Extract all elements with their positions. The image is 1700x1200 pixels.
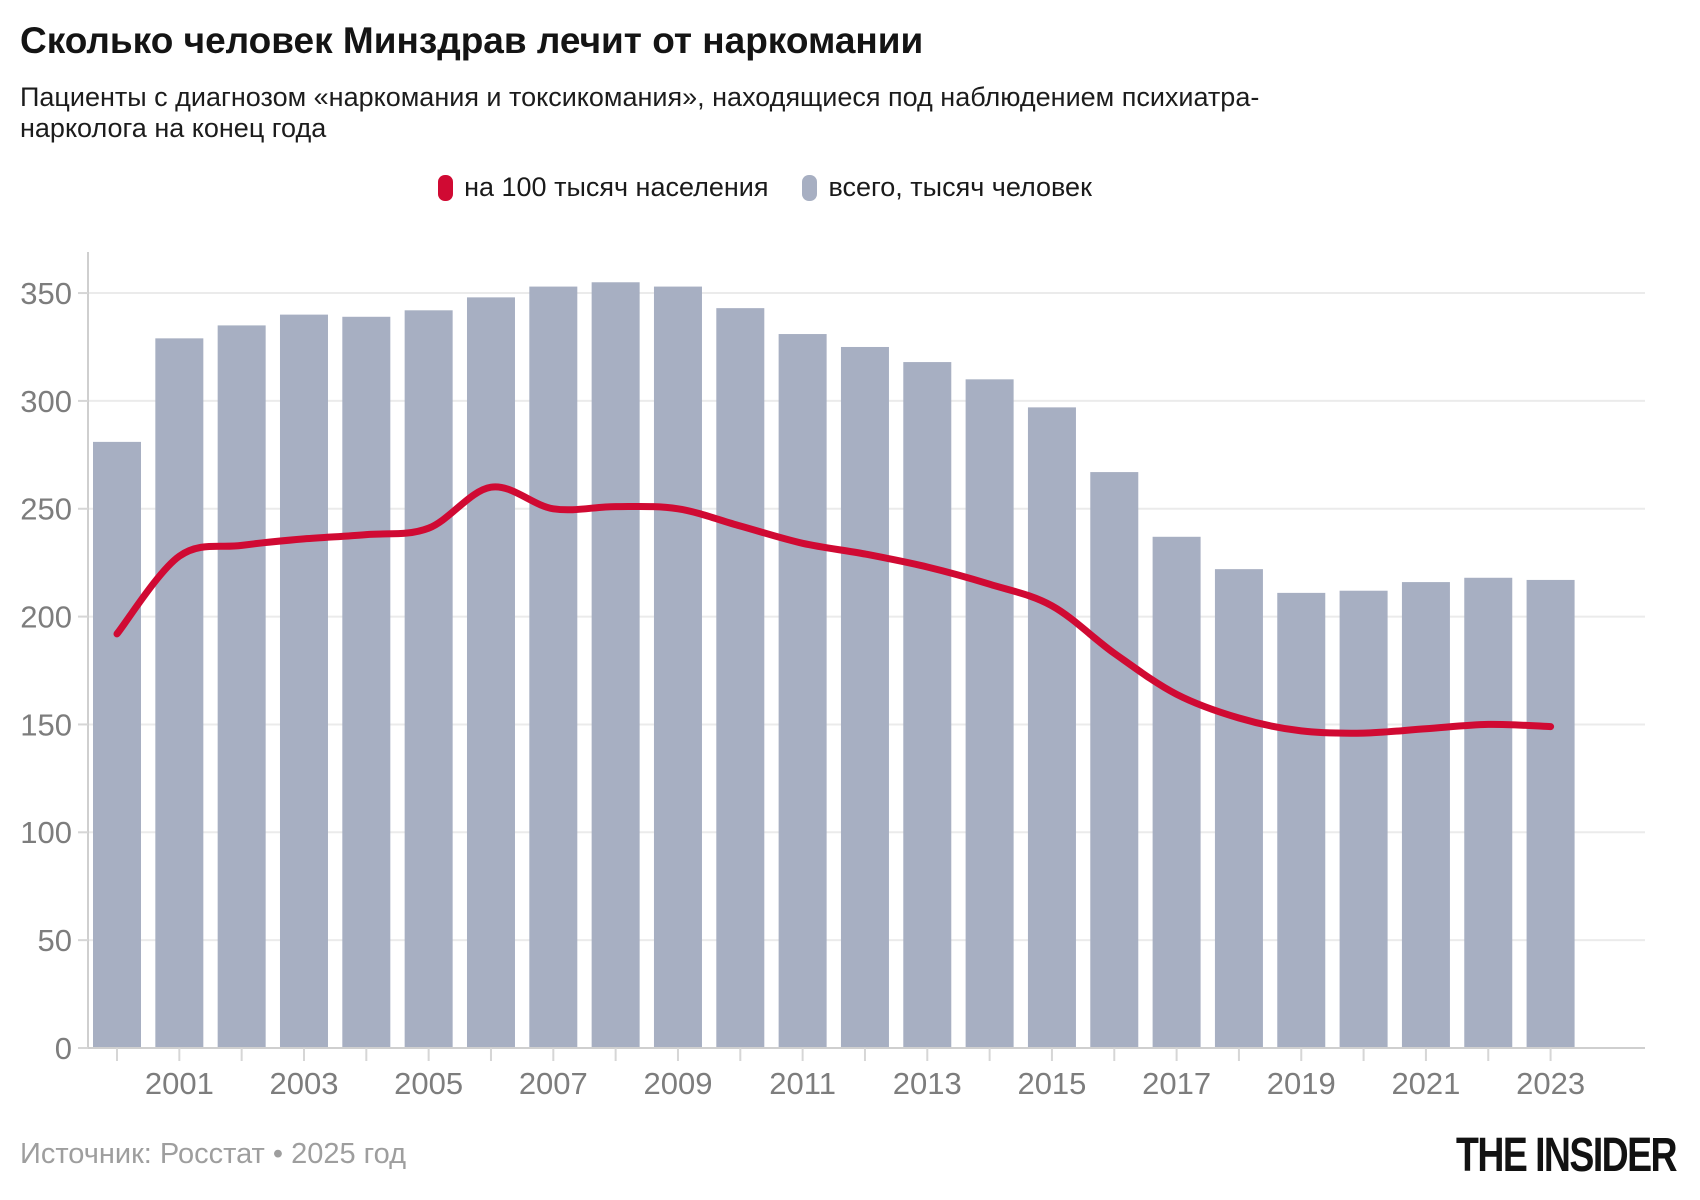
- bar-2006: [466, 297, 515, 1048]
- bar-series-marker-icon: [802, 174, 818, 201]
- bar-2023: [1526, 579, 1575, 1048]
- bar-2000: [93, 441, 141, 1048]
- bar-2004: [342, 316, 391, 1049]
- bar-2007: [529, 286, 578, 1049]
- bar-2015: [1027, 407, 1076, 1049]
- bar-2012: [840, 346, 889, 1049]
- legend-item-line-series: на 100 тысяч населения: [438, 172, 768, 203]
- trend-line: [113, 483, 1555, 737]
- x-axis-label: 2013: [893, 1066, 962, 1101]
- x-axis-label: 2001: [145, 1066, 214, 1101]
- bar-2003: [279, 314, 328, 1048]
- legend-item-label: на 100 тысяч населения: [464, 172, 769, 202]
- bar-2010: [716, 308, 765, 1048]
- bar-2014: [965, 379, 1014, 1048]
- legend-item-label: всего, тысяч человек: [828, 172, 1092, 202]
- y-axis-label: 0: [55, 1031, 72, 1066]
- subtitle-line-1: Пациенты с диагнозом «наркомания и токси…: [20, 82, 1260, 112]
- y-axis-label: 50: [38, 923, 72, 958]
- x-axis-label: 2017: [1142, 1066, 1211, 1101]
- bar-2013: [903, 362, 952, 1049]
- page-title: Сколько человек Минздрав лечит от нарком…: [20, 20, 924, 61]
- y-axis-label: 250: [20, 492, 72, 527]
- page-subtitle: Пациенты с диагнозом «наркомания и токси…: [20, 82, 1259, 144]
- x-axis-label: 2007: [519, 1066, 588, 1101]
- x-axis-label: 2019: [1267, 1066, 1336, 1101]
- y-axis-label: 150: [20, 707, 72, 742]
- x-axis-label: 2011: [769, 1066, 836, 1101]
- y-axis-label: 100: [20, 815, 72, 850]
- combo-chart: 0 50 100 150 200 250 300 350 2001 2003 2005 2007 200…: [20, 252, 1645, 1101]
- source-note: Источник: Росстат • 2025 год: [20, 1138, 407, 1170]
- bar-2008: [591, 282, 640, 1048]
- y-axis-label: 300: [20, 384, 72, 419]
- chart-legend: на 100 тысяч населения всего, тысяч чело…: [0, 172, 1530, 203]
- x-axis-label: 2009: [643, 1066, 712, 1101]
- bar-2020: [1339, 590, 1388, 1048]
- bar-2011: [778, 334, 827, 1049]
- chart-area: 0 50 100 150 200 250 300 350 2001 2003 2005 2007 200…: [0, 230, 1700, 1200]
- bar-2019: [1277, 592, 1326, 1048]
- the-insider-logo: THE INSIDER: [1456, 1129, 1678, 1182]
- x-axis-label: 2021: [1391, 1066, 1460, 1101]
- bar-2016: [1090, 472, 1139, 1048]
- y-axis-label: 200: [20, 599, 72, 634]
- y-axis-label: 350: [20, 276, 72, 311]
- bar-2005: [404, 310, 453, 1048]
- bar-2017: [1152, 536, 1201, 1048]
- x-axis-label: 2023: [1516, 1066, 1585, 1101]
- legend-item-bar-series: всего, тысяч человек: [802, 172, 1092, 203]
- bar-2022: [1464, 577, 1513, 1048]
- bar-2002: [217, 325, 266, 1048]
- bar-2001: [155, 338, 204, 1048]
- line-series-marker-icon: [438, 174, 454, 201]
- x-axis-label: 2015: [1017, 1066, 1086, 1101]
- subtitle-line-2: нарколога на конец года: [20, 113, 327, 143]
- bar-2021: [1401, 582, 1450, 1048]
- x-axis-label: 2005: [394, 1066, 463, 1101]
- bar-2018: [1214, 569, 1263, 1048]
- bar-2009: [653, 286, 702, 1049]
- x-axis-label: 2003: [270, 1066, 339, 1101]
